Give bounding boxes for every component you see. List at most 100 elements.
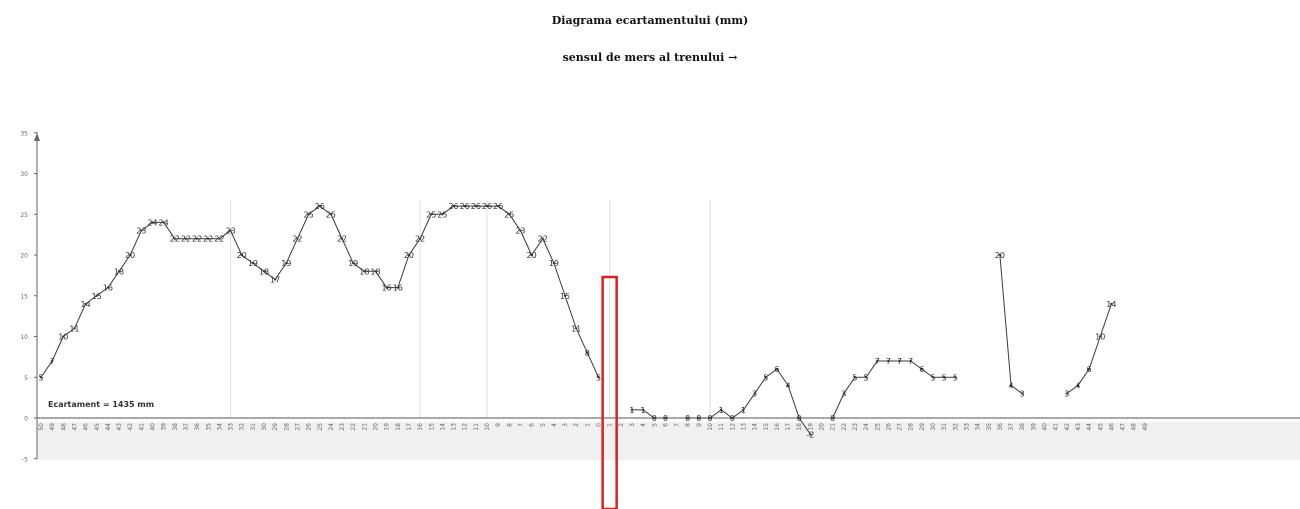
data-point — [140, 229, 143, 232]
data-point — [374, 270, 377, 273]
x-tick-label: 29 — [919, 423, 926, 431]
data-label: -2 — [806, 430, 814, 439]
data-point — [318, 204, 321, 208]
data-label: 4 — [1009, 381, 1014, 390]
data-label: 1 — [719, 406, 724, 415]
data-label: 1 — [629, 406, 634, 415]
data-point — [998, 253, 1002, 257]
data-point — [563, 294, 567, 297]
x-tick-label: 45 — [94, 423, 101, 431]
data-label: 22 — [203, 235, 213, 244]
x-tick-label: 39 — [1030, 423, 1037, 431]
x-tick-label: 49 — [1142, 423, 1149, 431]
x-tick-label: 38 — [172, 423, 179, 431]
data-label: 11 — [69, 324, 79, 333]
x-tick-label: 12 — [729, 423, 736, 431]
data-point — [731, 416, 734, 420]
x-tick-label: 6 — [662, 423, 669, 427]
data-label: 0 — [830, 414, 835, 423]
x-tick-label: 42 — [1064, 423, 1071, 431]
x-tick-label: 1 — [584, 423, 591, 427]
x-tick-label: 24 — [863, 423, 870, 431]
x-tick-label: 22 — [350, 423, 357, 431]
y-tick-label: 10 — [20, 334, 28, 341]
data-label: 26 — [448, 202, 458, 211]
y-tick-label: 5 — [24, 375, 28, 382]
data-point — [262, 270, 266, 273]
x-tick-label: 26 — [306, 423, 313, 431]
data-label: 14 — [1106, 300, 1116, 309]
x-tick-label: 37 — [183, 423, 190, 431]
data-point — [842, 392, 845, 395]
plot-background — [37, 422, 1300, 460]
data-point — [942, 376, 946, 379]
x-tick-label: 29 — [272, 423, 279, 431]
x-tick-label: 38 — [1019, 423, 1026, 431]
data-label: 0 — [685, 414, 690, 423]
x-tick-label: 10 — [707, 423, 714, 431]
x-tick-label: 1 — [607, 423, 614, 427]
x-tick-label: 5 — [651, 423, 658, 427]
data-point — [50, 359, 54, 363]
data-label: 0 — [652, 414, 657, 423]
data-label: 26 — [482, 202, 492, 211]
data-point — [1099, 335, 1102, 338]
x-tick-label: 7 — [517, 423, 524, 427]
data-point — [352, 261, 355, 265]
y-axis-arrow-icon — [34, 133, 40, 141]
data-point — [151, 221, 154, 224]
data-point — [84, 302, 87, 306]
data-label: 20 — [237, 251, 247, 260]
data-label: 5 — [38, 373, 43, 382]
data-label: 19 — [248, 259, 258, 268]
data-label: 15 — [92, 292, 102, 301]
data-point — [876, 359, 879, 363]
x-tick-label: 15 — [763, 423, 770, 431]
x-tick-label: 4 — [640, 423, 647, 427]
data-point — [697, 416, 701, 420]
data-label: 16 — [382, 284, 392, 293]
data-label: 4 — [786, 381, 791, 390]
data-label: 8 — [585, 349, 590, 358]
x-tick-label: 31 — [250, 423, 257, 431]
data-point — [296, 237, 299, 240]
data-point — [519, 229, 522, 232]
data-point — [307, 213, 310, 216]
x-tick-label: 3 — [629, 423, 636, 427]
data-point — [898, 359, 901, 363]
grid-lines — [230, 200, 711, 418]
data-point — [407, 253, 411, 257]
data-point — [575, 327, 578, 330]
data-label: 16 — [393, 284, 403, 293]
data-label: 19 — [281, 259, 291, 268]
data-label: 0 — [797, 414, 802, 423]
series-line — [832, 360, 956, 419]
data-point — [251, 261, 255, 265]
data-point — [396, 286, 399, 289]
data-point — [485, 204, 489, 208]
x-tick-label: 36 — [194, 423, 201, 431]
data-point — [229, 229, 232, 232]
data-label: 24 — [159, 218, 169, 227]
y-tick-label: 20 — [20, 253, 28, 260]
data-label: 20 — [995, 251, 1005, 260]
y-tick-label: 35 — [20, 130, 28, 137]
x-tick-label: 8 — [685, 423, 692, 427]
data-label: 26 — [493, 202, 503, 211]
x-tick-label: 36 — [997, 423, 1004, 431]
data-label: 5 — [852, 373, 857, 382]
data-label: 22 — [415, 235, 425, 244]
data-label: 22 — [214, 235, 224, 244]
data-label: 5 — [864, 373, 869, 382]
x-tick-label: 26 — [885, 423, 892, 431]
below-zero-band — [37, 422, 1300, 460]
data-label: 4 — [1075, 381, 1080, 390]
data-label: 18 — [259, 267, 269, 276]
data-label: 26 — [471, 202, 481, 211]
x-tick-label: 5 — [540, 423, 547, 427]
data-point — [129, 253, 132, 257]
x-tick-label: 25 — [317, 423, 324, 431]
x-tick-label: 7 — [674, 423, 681, 427]
data-label: 20 — [527, 251, 537, 260]
x-tick-label: 20 — [373, 423, 380, 431]
